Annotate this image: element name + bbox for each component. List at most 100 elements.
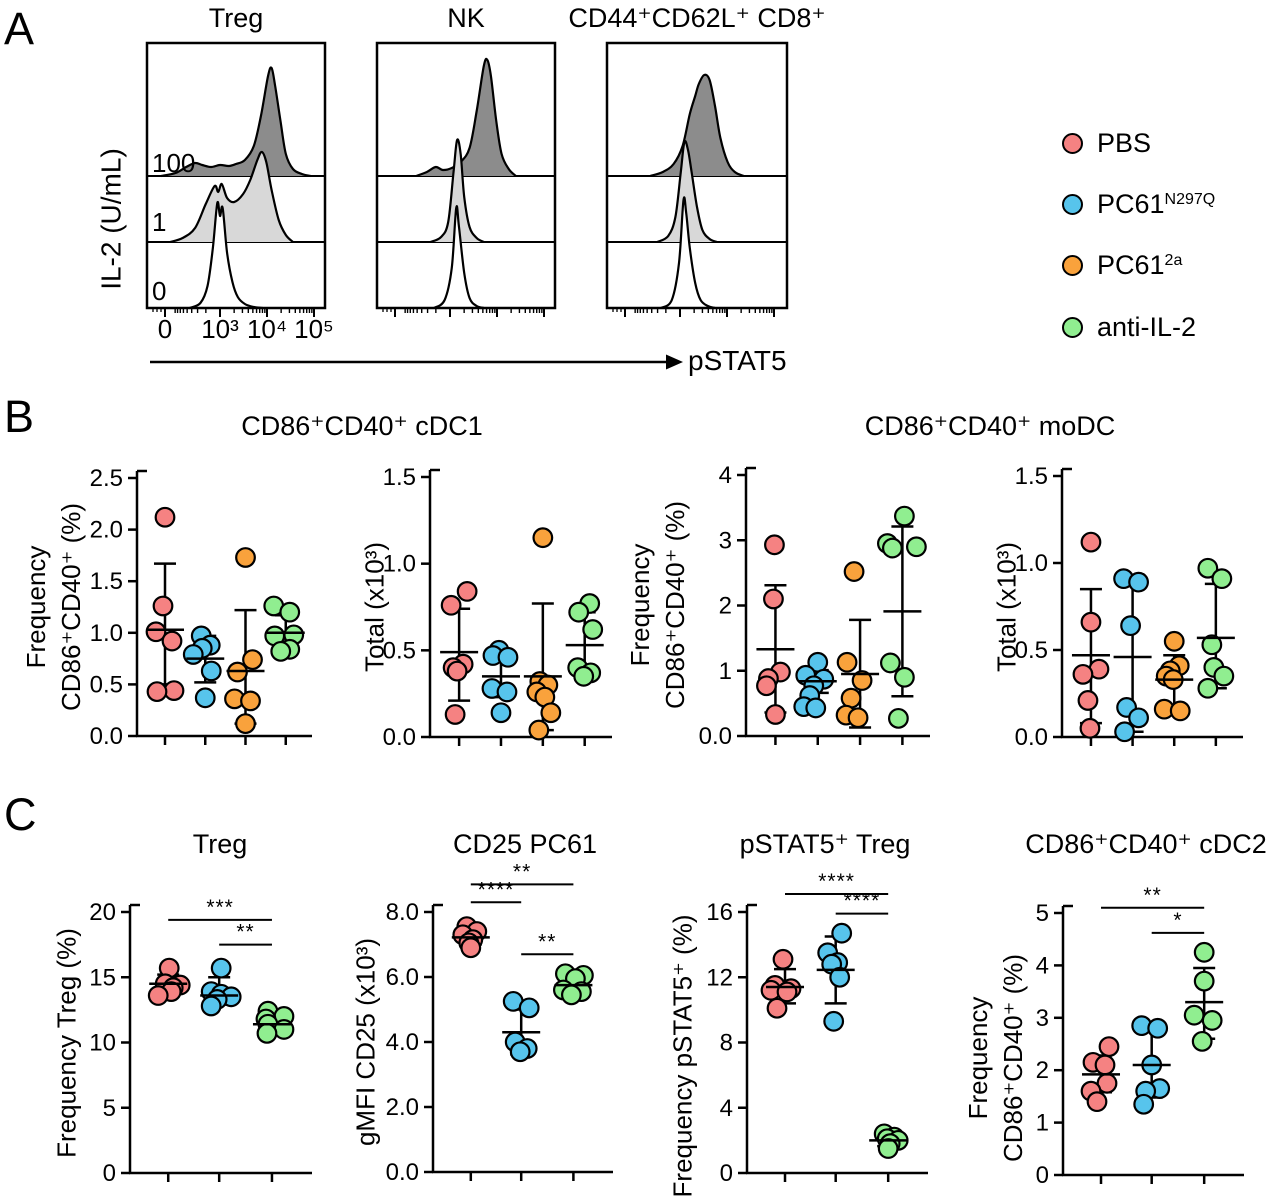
legend-label: PC612a bbox=[1097, 249, 1183, 280]
sig-label: * bbox=[1173, 909, 1182, 932]
data-point-pc61n297q bbox=[509, 1041, 531, 1063]
y-tick-label: 1.0 bbox=[1015, 550, 1048, 577]
data-point-pc612a bbox=[1163, 630, 1185, 652]
legend-label: PBS bbox=[1097, 127, 1152, 158]
data-point-pbs bbox=[1098, 1036, 1120, 1058]
data-point-antiil2 bbox=[1201, 1010, 1223, 1031]
c2-y-axis-label: gMFI CD25 (x10³) bbox=[350, 937, 381, 1147]
y-tick-label: 8.0 bbox=[386, 899, 419, 926]
data-point-pc61n297q bbox=[490, 702, 512, 724]
y-tick-label: 0.0 bbox=[383, 724, 416, 751]
modc-section-title: CD86⁺CD40⁺ moDC bbox=[864, 411, 1116, 441]
data-point-pbs bbox=[772, 948, 794, 970]
y-tick-label: 0.5 bbox=[1015, 637, 1048, 664]
data-point-pbs bbox=[460, 937, 482, 959]
data-point-pbs bbox=[1077, 690, 1099, 711]
data-point-pc61n297q bbox=[200, 995, 222, 1017]
y-tick-label: 5 bbox=[103, 1095, 116, 1122]
y-tick-label: 20 bbox=[89, 899, 116, 926]
data-point-pbs bbox=[766, 997, 788, 1019]
y-tick-label: 1 bbox=[719, 658, 732, 685]
il2-axis-label: IL-2 (U/mL) bbox=[95, 148, 127, 290]
data-point-pbs bbox=[1079, 717, 1101, 739]
legend-label: anti-IL-2 bbox=[1097, 311, 1197, 342]
data-point-pc61n297q bbox=[194, 687, 216, 709]
data-point-antiil2 bbox=[256, 1022, 278, 1044]
data-point-pbs bbox=[161, 630, 183, 652]
flow-curve-dose-1 bbox=[169, 150, 294, 244]
pstat5-axis-label: pSTAT5 bbox=[688, 345, 787, 376]
b1-y-axis-label: Frequency CD86⁺CD40⁺ (%) bbox=[21, 502, 86, 712]
data-point-pc612a bbox=[235, 713, 256, 735]
data-point-pbs bbox=[1094, 1054, 1116, 1076]
data-point-pc612a bbox=[235, 547, 256, 568]
y-tick-label: 5 bbox=[1036, 900, 1049, 927]
sig-label: ** bbox=[1143, 884, 1161, 907]
pbs-dot-icon bbox=[1062, 132, 1083, 154]
data-point-pc612a bbox=[532, 527, 554, 549]
data-point-pbs bbox=[764, 534, 785, 556]
data-point-pbs bbox=[765, 704, 786, 725]
data-point-pc61n297q bbox=[1133, 1093, 1155, 1115]
flow-curve-dose-100 bbox=[161, 66, 312, 178]
flow-x-tick-label: 10⁵ bbox=[294, 314, 334, 344]
data-point-antiil2 bbox=[582, 619, 604, 640]
legend-item-pbs: PBS bbox=[1062, 128, 1151, 158]
data-point-pc61n297q bbox=[518, 997, 540, 1019]
data-point-antiil2 bbox=[906, 536, 927, 558]
data-point-antiil2 bbox=[877, 1138, 899, 1159]
data-point-pc61n297q bbox=[829, 966, 851, 988]
flow-curve-dose-100 bbox=[415, 57, 517, 178]
y-tick-label: 0.0 bbox=[386, 1159, 419, 1186]
sig-label: *** bbox=[206, 896, 234, 919]
flow-curve-dose-1 bbox=[656, 139, 718, 244]
data-point-pc612a bbox=[242, 649, 263, 671]
y-tick-label: 2.5 bbox=[90, 465, 123, 492]
legend-item-pc612a: PC612a bbox=[1062, 250, 1182, 280]
data-point-antiil2 bbox=[1197, 677, 1219, 699]
data-point-pbs bbox=[456, 581, 478, 602]
data-point-pbs bbox=[776, 981, 798, 1003]
data-point-pbs bbox=[1086, 1091, 1108, 1113]
flow-curve-dose-0 bbox=[660, 196, 716, 308]
data-point-antiil2 bbox=[1211, 568, 1233, 590]
y-tick-label: 0.0 bbox=[699, 723, 732, 750]
y-tick-label: 8 bbox=[720, 1030, 733, 1057]
data-point-pbs bbox=[756, 675, 777, 697]
cd25-plot-title: CD25 PC61 bbox=[452, 829, 598, 859]
c1-y-axis-label: Frequency Treg (%) bbox=[51, 928, 82, 1158]
histogram-title-cd8: CD44⁺CD62L⁺ CD8⁺ bbox=[568, 3, 826, 33]
y-tick-label: 2 bbox=[719, 593, 732, 620]
y-tick-label: 0 bbox=[720, 1160, 733, 1187]
panel-b-letter: B bbox=[4, 391, 35, 442]
data-point-pc612a bbox=[843, 561, 865, 582]
data-point-pbs bbox=[1080, 531, 1102, 553]
data-point-pbs bbox=[163, 680, 185, 701]
y-tick-label: 10 bbox=[89, 1030, 116, 1057]
y-tick-label: 1.5 bbox=[383, 464, 416, 491]
data-point-pc61n297q bbox=[1128, 707, 1149, 729]
histogram-box bbox=[605, 41, 789, 310]
data-point-pc61n297q bbox=[823, 1010, 845, 1032]
sig-label: **** bbox=[818, 870, 855, 893]
legend-label: PC61N297Q bbox=[1097, 188, 1216, 219]
histogram-title-treg: Treg bbox=[208, 3, 264, 33]
data-point-pc612a bbox=[847, 707, 869, 729]
data-point-antiil2 bbox=[561, 984, 582, 1006]
dose-label-1: 1 bbox=[152, 207, 167, 237]
data-point-antiil2 bbox=[1191, 1030, 1213, 1052]
histogram-box bbox=[145, 41, 327, 310]
flow-curve-dose-1 bbox=[429, 138, 485, 244]
legend-item-antiil2: anti-IL-2 bbox=[1062, 312, 1196, 342]
data-point-antiil2 bbox=[573, 665, 595, 687]
data-point-pbs bbox=[1080, 611, 1102, 633]
pstat5-treg-plot-title: pSTAT5⁺ Treg bbox=[739, 829, 911, 859]
flow-x-tick-label: 10³ bbox=[201, 314, 239, 344]
c3-y-axis-label: Frequency pSTAT5⁺ (%) bbox=[667, 914, 698, 1198]
y-tick-label: 15 bbox=[89, 964, 116, 991]
sig-label: **** bbox=[478, 878, 515, 901]
b3-y-axis-label: Frequency CD86⁺CD40⁺ (%) bbox=[625, 500, 690, 710]
y-tick-label: 4.0 bbox=[386, 1029, 419, 1056]
